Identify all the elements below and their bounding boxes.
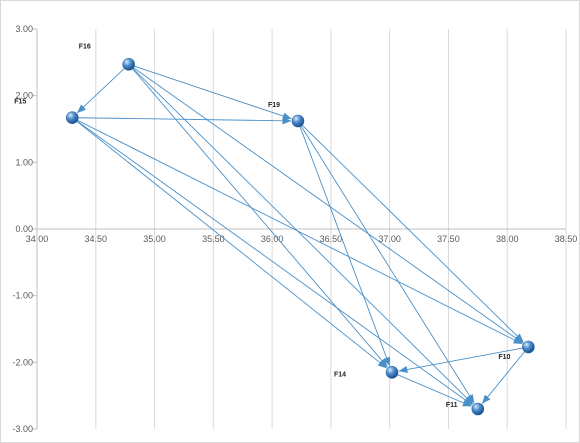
edge-arrow — [132, 68, 388, 368]
data-point — [522, 340, 535, 354]
x-tick-label: 34.50 — [85, 234, 108, 244]
point-label: F16 — [79, 43, 91, 50]
edge-arrow — [76, 121, 387, 369]
edge-layer — [76, 65, 525, 407]
edge-arrow — [133, 67, 524, 344]
point-label: F19 — [268, 102, 280, 109]
edge-arrow — [398, 347, 523, 374]
label-layer: F16 F15 F19 F10 F14 F11 — [14, 43, 510, 409]
edge-arrow — [77, 119, 523, 345]
edge-arrow — [299, 126, 390, 367]
edge-arrow — [76, 120, 473, 406]
y-tick-label: 2.00 — [15, 91, 33, 101]
edge-arrow — [78, 117, 292, 125]
axis-layer: 34.00 34.50 35.00 35.50 36.00 36.50 37.00 37.50… — [12, 24, 577, 434]
point-label: F10 — [498, 354, 510, 361]
data-point — [385, 366, 399, 379]
edge-arrow — [134, 65, 292, 120]
y-tick-label: 1.00 — [15, 157, 33, 167]
point-label: F14 — [334, 371, 346, 378]
x-tick-label: 37.00 — [378, 234, 401, 244]
data-point — [471, 402, 485, 416]
x-tick-label: 38.50 — [555, 234, 578, 244]
y-tick-label: 3.00 — [15, 24, 33, 34]
y-tick-label: -3.00 — [12, 424, 33, 434]
data-point — [65, 111, 79, 124]
edge-arrow — [301, 124, 524, 343]
x-tick-label: 37.50 — [437, 234, 460, 244]
edge-arrow — [300, 125, 475, 404]
y-tick-label: -2.00 — [12, 357, 33, 367]
x-tick-label: 36.50 — [320, 234, 343, 244]
edge-arrow — [132, 68, 474, 405]
edge-arrow — [397, 374, 472, 407]
data-point — [122, 58, 135, 71]
point-label: F15 — [14, 99, 26, 106]
edge-arrow — [77, 68, 125, 114]
x-tick-label: 38.00 — [496, 234, 519, 244]
edge-arrow — [481, 351, 525, 404]
data-point — [291, 114, 305, 128]
x-tick-label: 36.00 — [261, 234, 284, 244]
y-tick-label: 0.00 — [15, 224, 33, 234]
x-tick-label: 35.50 — [202, 234, 225, 244]
point-label: F11 — [446, 402, 458, 409]
x-tick-label: 35.00 — [143, 234, 166, 244]
point-layer — [65, 58, 535, 416]
y-tick-label: -1.00 — [12, 291, 33, 301]
